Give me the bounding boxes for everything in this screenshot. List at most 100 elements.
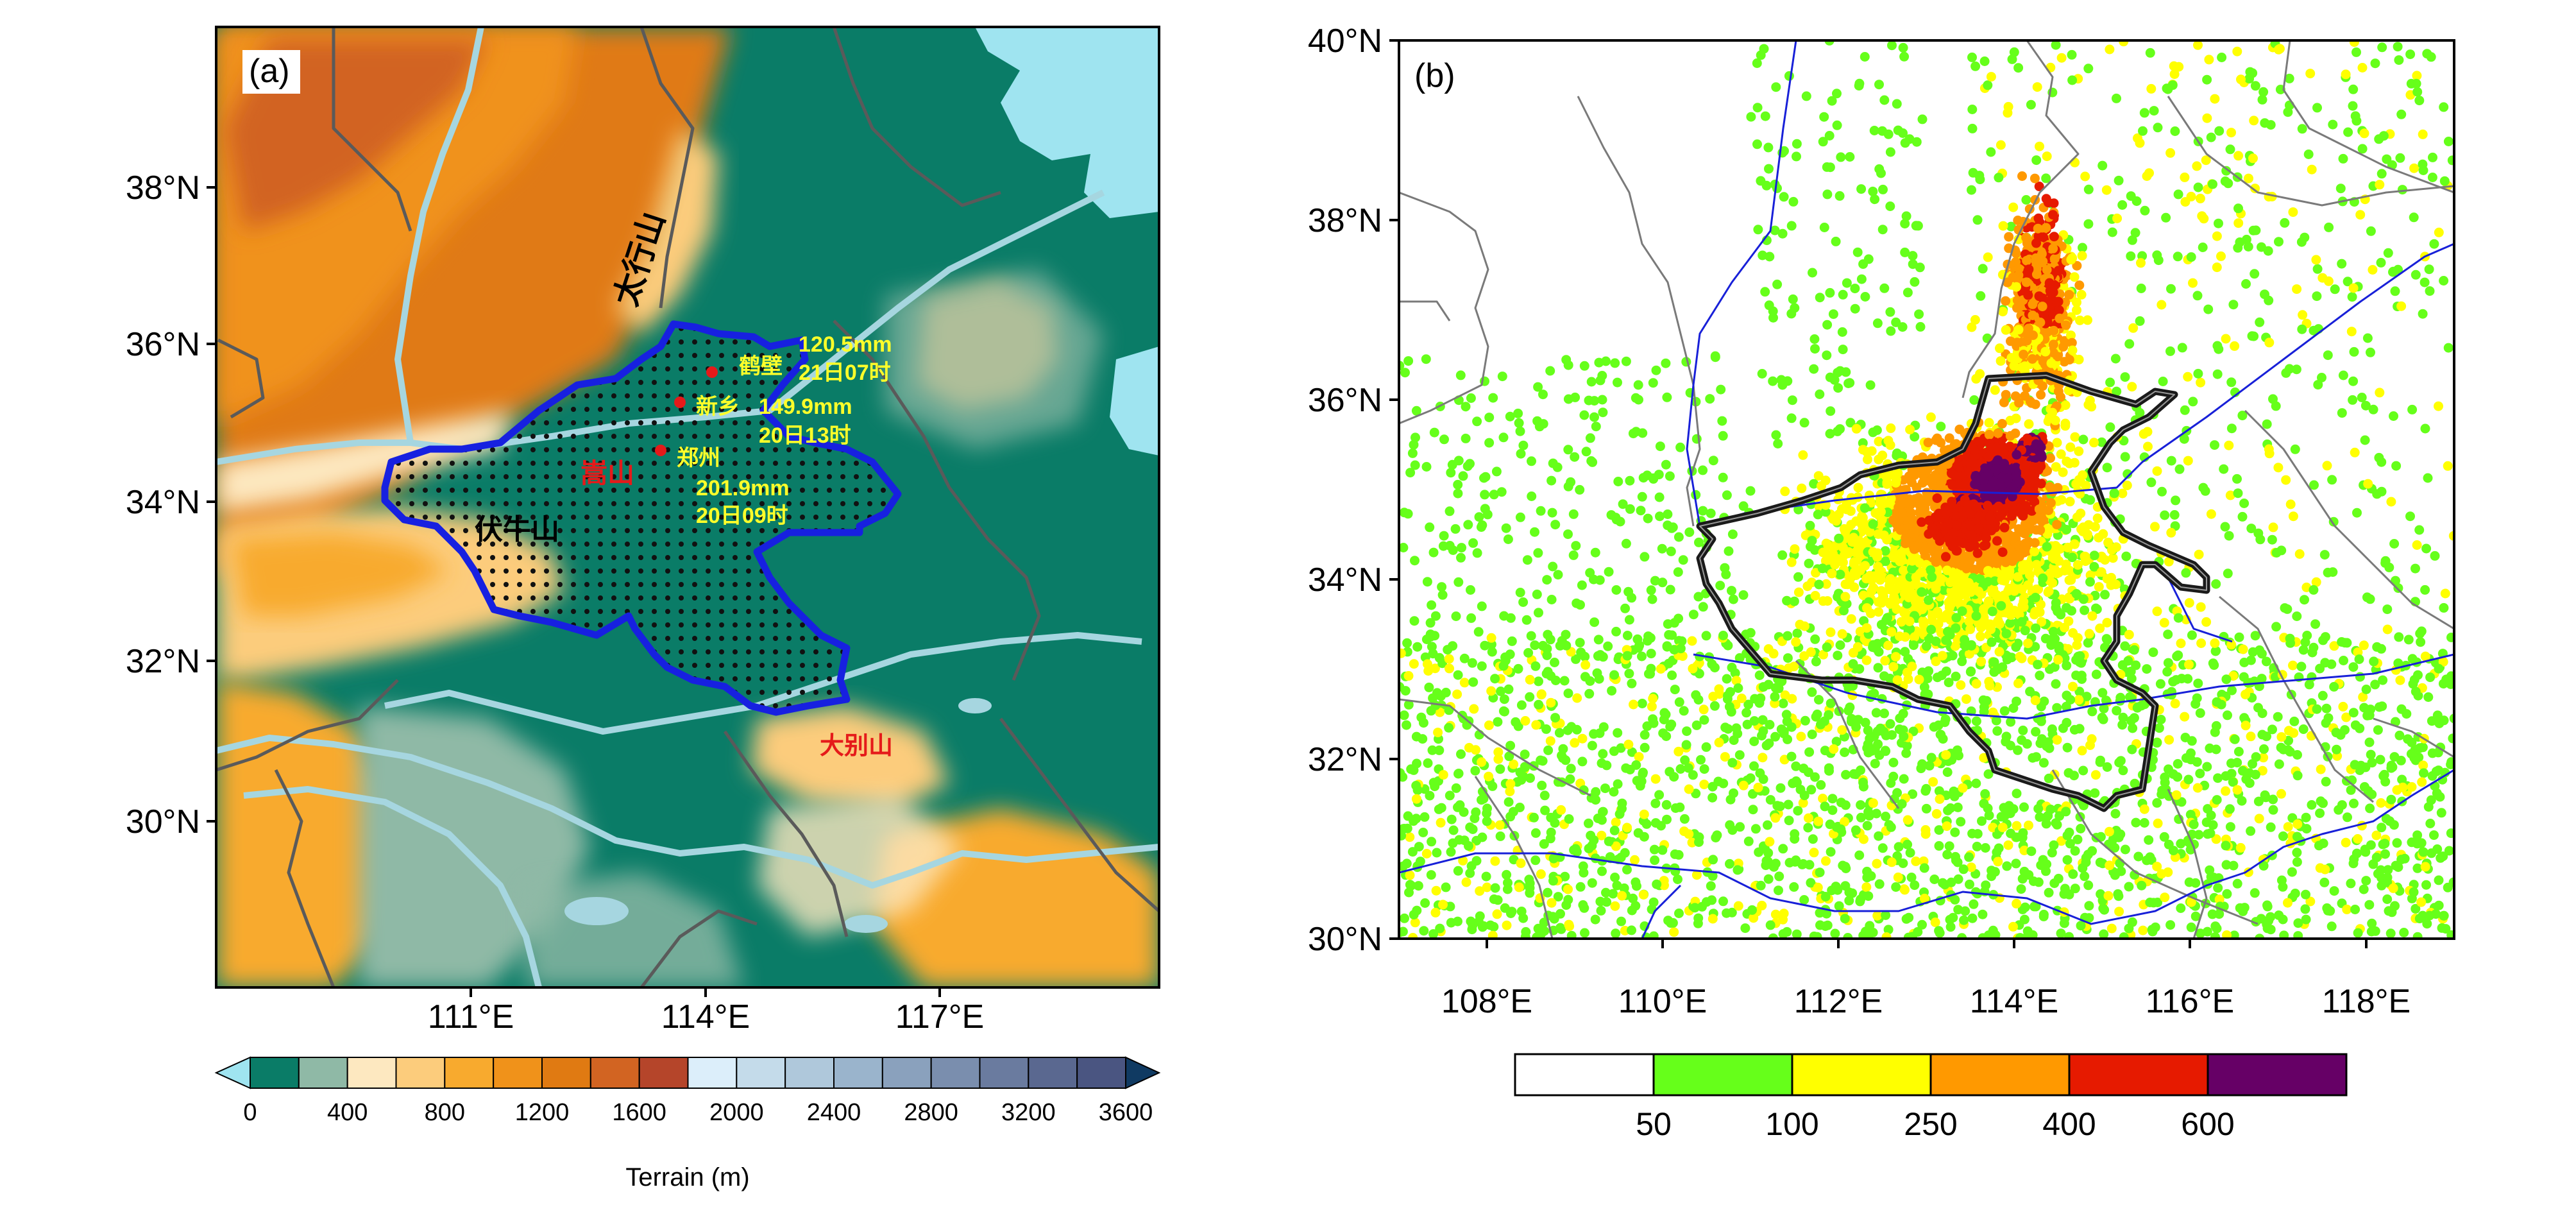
rain-station	[2212, 369, 2223, 379]
rain-station	[2067, 75, 2078, 85]
rain-station	[2216, 251, 2226, 261]
rain-station	[1691, 870, 1702, 880]
rain-station	[1673, 567, 1683, 577]
rain-station	[2366, 226, 2376, 236]
rain-station	[2281, 368, 2291, 378]
grid-point	[679, 636, 684, 641]
grid-point	[571, 447, 576, 452]
rain-station	[1997, 662, 2008, 672]
rain-station	[2348, 662, 2359, 672]
rain-station	[1836, 152, 1846, 162]
rain-station	[2279, 930, 2289, 939]
grid-point	[840, 461, 845, 466]
rain-station	[2443, 137, 2453, 146]
rain-station	[2124, 629, 2134, 640]
rain-station	[2210, 94, 2220, 104]
rain-station	[1818, 794, 1828, 803]
rain-station	[2064, 889, 2074, 900]
rain-station	[2222, 930, 2232, 939]
rain-station	[2162, 667, 2173, 677]
rain-station	[1699, 780, 1709, 790]
rain-station	[2190, 911, 2201, 921]
grid-point	[652, 366, 657, 371]
rain-station	[1843, 379, 1854, 388]
rain-station	[2305, 69, 2316, 79]
rain-station	[2341, 69, 2351, 80]
rain-station	[2164, 735, 2174, 745]
rain-station	[2290, 444, 2300, 454]
rain-station	[2206, 872, 2216, 882]
rain-station	[1709, 663, 1720, 672]
rain-station	[1885, 719, 1895, 729]
rain-station	[1647, 594, 1657, 604]
rain-station	[2052, 735, 2062, 745]
rain-station	[1667, 630, 1677, 640]
rain-station	[1399, 508, 1409, 518]
rain-station	[1983, 596, 1994, 606]
grid-point	[719, 501, 724, 506]
rain-station	[1885, 147, 1895, 157]
grid-point	[450, 528, 455, 533]
rain-station	[2399, 928, 2409, 937]
rain-station	[2148, 647, 2158, 658]
rain-station	[1530, 661, 1541, 671]
rain-station	[1589, 835, 1599, 845]
rain-station	[2210, 440, 2219, 450]
rain-station	[2437, 774, 2448, 785]
rain-station	[1715, 581, 1725, 591]
grid-point	[463, 474, 468, 479]
rain-station	[2412, 71, 2422, 81]
rain-station	[2222, 889, 2232, 899]
rain-station	[1941, 750, 1951, 760]
rain-station	[1874, 831, 1884, 841]
rain-station	[1564, 814, 1574, 824]
grid-point	[611, 595, 616, 601]
rain-station	[2207, 909, 2217, 919]
rain-station	[1426, 870, 1436, 880]
grid-point	[530, 474, 536, 479]
rain-station	[1978, 695, 1988, 705]
rain-station	[1705, 394, 1715, 404]
rain-station	[2208, 820, 2218, 830]
grid-point	[773, 366, 778, 371]
rain-station	[1901, 914, 1911, 924]
rain-station	[1577, 733, 1588, 744]
rain-station	[2120, 844, 2130, 855]
rain-station	[1453, 488, 1463, 499]
rain-station	[2403, 635, 2414, 645]
rain-station	[2248, 759, 2257, 769]
rain-station	[1411, 781, 1421, 790]
rain-station	[2147, 925, 2157, 935]
rain-station	[2166, 456, 2176, 466]
rain-station	[2237, 765, 2248, 776]
rain-station	[2233, 151, 2244, 161]
rain-station	[1847, 888, 1858, 898]
rain-station	[1970, 61, 1981, 71]
rain-station	[2393, 862, 2403, 872]
rain-station	[2104, 826, 2114, 837]
henan-province-border	[381, 320, 902, 716]
rain-station	[2349, 798, 2359, 808]
rain-station	[1620, 603, 1631, 613]
rain-station	[2210, 638, 2220, 648]
rain-station	[1789, 882, 1799, 892]
rain-station	[2142, 171, 2152, 181]
rain-station	[1595, 375, 1606, 386]
grid-point	[584, 488, 589, 493]
rain-station	[1718, 431, 1728, 441]
rain-station	[1699, 715, 1709, 725]
rain-station	[2326, 659, 2337, 669]
rain-station	[2067, 606, 2076, 616]
rain-station	[1600, 783, 1610, 794]
rain-station	[2377, 169, 2387, 179]
rain-station	[2370, 58, 2380, 69]
rain-station	[2163, 867, 2173, 877]
rain-station	[2097, 160, 2108, 171]
rain-station	[2118, 712, 2128, 722]
grid-point	[800, 515, 805, 520]
rain-station	[2106, 923, 2117, 934]
grid-point	[813, 649, 818, 654]
rain-station	[2030, 696, 2040, 706]
rain-station	[2049, 662, 2060, 672]
rain-station	[2186, 252, 2196, 262]
